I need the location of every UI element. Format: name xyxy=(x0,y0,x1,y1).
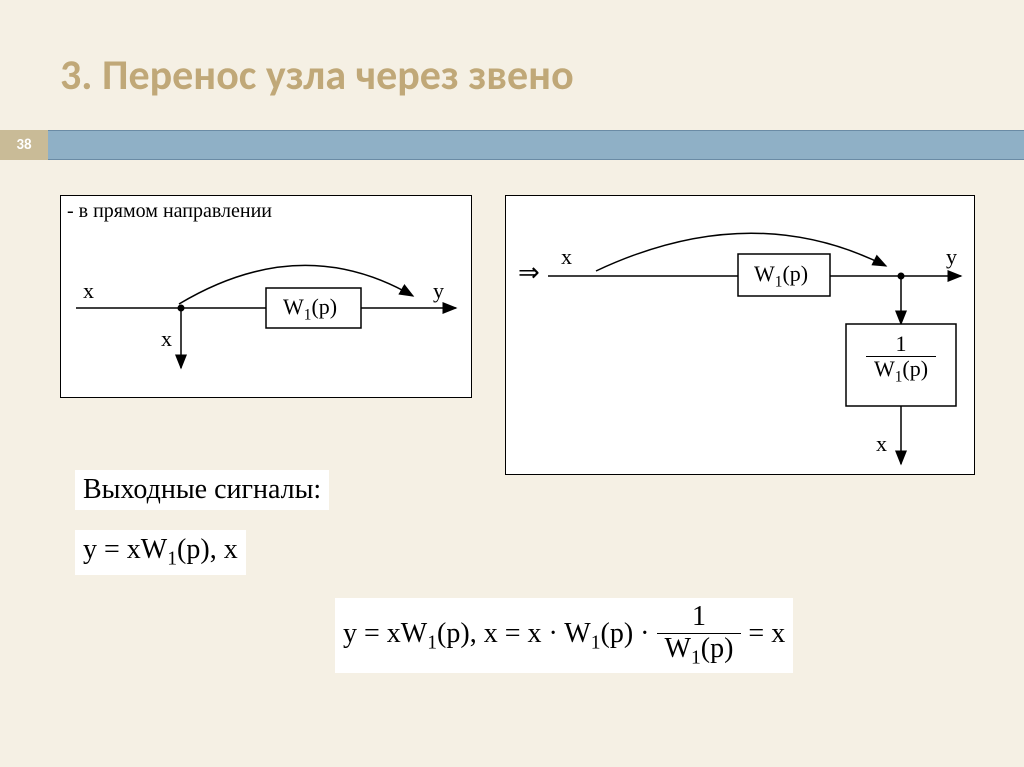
left-block-label: W1(p) xyxy=(283,294,337,324)
left-branch-label: x xyxy=(161,326,172,352)
left-input-label: x xyxy=(83,278,94,304)
left-equation: y = xW1(p), x xyxy=(75,530,246,575)
right-block2-label: 1 W1(p) xyxy=(864,332,938,387)
header-bar: 38 xyxy=(0,130,1024,160)
right-input-label: x xyxy=(561,244,572,270)
left-output-label: y xyxy=(433,278,444,304)
implies-arrow-icon: ⇒ xyxy=(518,258,540,288)
right-output-label: y xyxy=(946,244,957,270)
right-branch-label: x xyxy=(876,431,887,457)
page-number-badge: 38 xyxy=(0,130,48,160)
right-block1-label: W1(p) xyxy=(754,261,808,291)
right-equation: y = xW1(p), x = x · W1(p) · 1 W1(p) = x xyxy=(335,598,793,673)
output-signals-label: Выходные сигналы: xyxy=(75,470,329,510)
left-diagram-svg xyxy=(61,196,473,399)
blue-separator-bar xyxy=(48,130,1024,160)
left-diagram-panel: - в прямом направлении x y x W1(p) xyxy=(60,195,472,398)
slide-title: 3. Перенос узла через звено xyxy=(60,50,574,101)
right-diagram-panel: ⇒ x y W1(p) 1 W1(p) x xyxy=(505,195,975,475)
